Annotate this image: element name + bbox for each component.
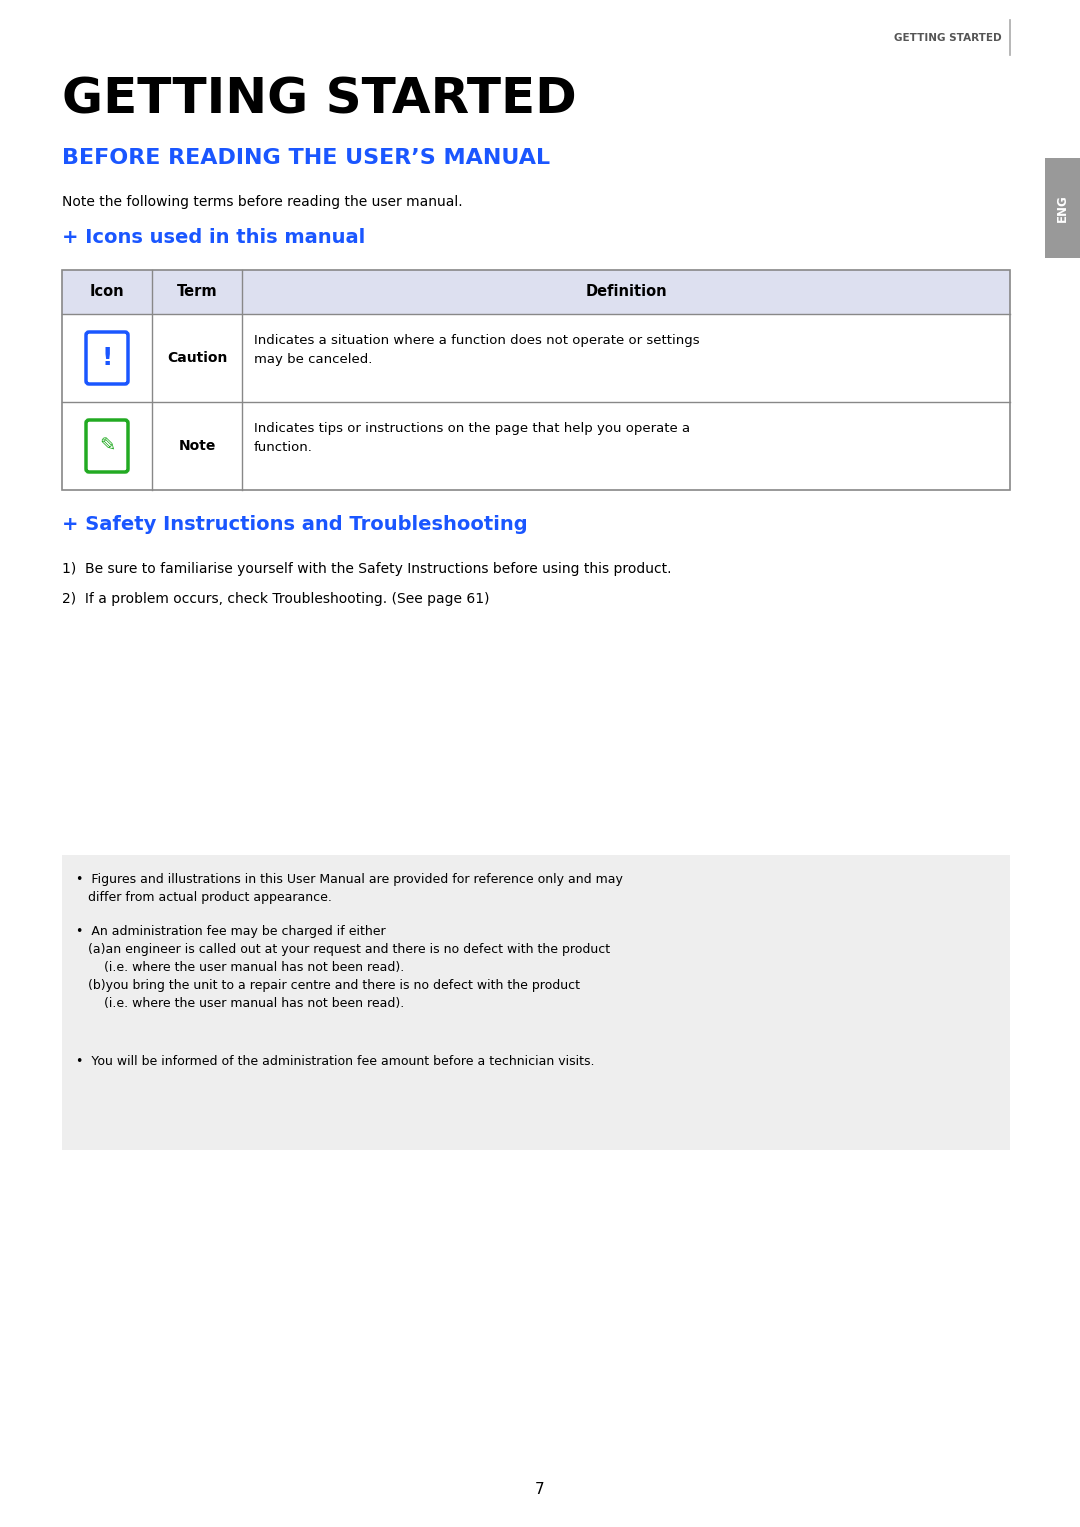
Text: Term: Term [177,284,217,299]
Text: 7: 7 [536,1483,544,1498]
Text: 1)  Be sure to familiarise yourself with the Safety Instructions before using th: 1) Be sure to familiarise yourself with … [62,562,672,576]
Text: •  An administration fee may be charged if either
   (a)an engineer is called ou: • An administration fee may be charged i… [76,925,610,1009]
Text: !: ! [102,347,112,370]
Text: GETTING STARTED: GETTING STARTED [894,34,1002,43]
Text: 2)  If a problem occurs, check Troubleshooting. (See page 61): 2) If a problem occurs, check Troublesho… [62,592,489,606]
Text: ENG: ENG [1055,194,1068,221]
Bar [62,855,1010,1150]
Text: GETTING STARTED: GETTING STARTED [62,75,577,124]
FancyBboxPatch shape [86,331,129,383]
Text: •  You will be informed of the administration fee amount before a technician vis: • You will be informed of the administra… [76,1055,594,1067]
Bar [62,270,1010,315]
Text: Icon: Icon [90,284,124,299]
Bar [62,270,1010,490]
Text: BEFORE READING THE USER’S MANUAL: BEFORE READING THE USER’S MANUAL [62,148,550,168]
Text: •  Figures and illustrations in this User Manual are provided for reference only: • Figures and illustrations in this User… [76,873,623,904]
FancyBboxPatch shape [86,420,129,472]
Text: + Icons used in this manual: + Icons used in this manual [62,228,365,247]
Text: Indicates tips or instructions on the page that help you operate a
function.: Indicates tips or instructions on the pa… [254,421,690,454]
Text: Indicates a situation where a function does not operate or settings
may be cance: Indicates a situation where a function d… [254,334,700,366]
Text: ✎: ✎ [98,437,116,455]
Text: Definition: Definition [585,284,666,299]
Text: Note: Note [178,438,216,454]
Text: + Safety Instructions and Troubleshooting: + Safety Instructions and Troubleshootin… [62,515,528,534]
Bar [1045,157,1080,258]
Text: Note the following terms before reading the user manual.: Note the following terms before reading … [62,195,462,209]
Text: Caution: Caution [166,351,227,365]
